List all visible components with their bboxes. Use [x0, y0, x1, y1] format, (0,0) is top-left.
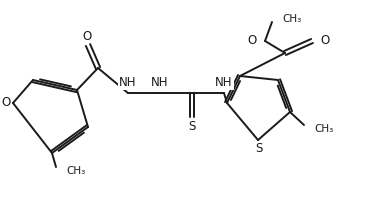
Text: NH: NH [119, 76, 137, 89]
Text: S: S [255, 142, 263, 155]
Text: CH₃: CH₃ [314, 124, 333, 134]
Text: O: O [320, 35, 329, 47]
Text: O: O [248, 33, 257, 46]
Text: NH: NH [151, 76, 169, 89]
Text: O: O [1, 96, 11, 109]
Text: CH₃: CH₃ [282, 14, 301, 24]
Text: S: S [188, 119, 196, 132]
Text: CH₃: CH₃ [66, 166, 85, 176]
Text: NH: NH [215, 76, 233, 89]
Text: O: O [82, 29, 92, 43]
